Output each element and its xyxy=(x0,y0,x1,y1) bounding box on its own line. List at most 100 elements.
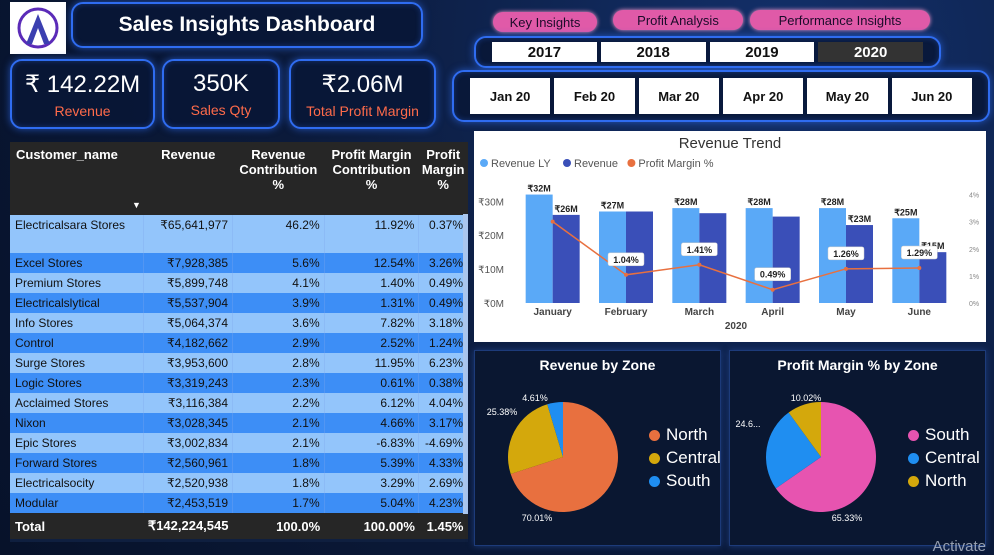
y-tick-label: ₹20M xyxy=(478,231,504,242)
table-cell: 3.9% xyxy=(232,293,325,313)
data-label: ₹25M xyxy=(894,207,917,217)
revenue-zone-pie: 70.01% 25.38% 4.61% xyxy=(487,393,618,523)
data-label: ₹27M xyxy=(601,201,624,211)
table-cell: 0.49% xyxy=(418,273,468,293)
bar-revenue-ly xyxy=(745,208,773,303)
table-row[interactable]: Premium Stores ₹5,899,748 4.1% 1.40% 0.49% xyxy=(10,273,468,293)
table-cell: 0.38% xyxy=(418,373,468,393)
col-header-revenue[interactable]: Revenue xyxy=(161,147,216,162)
line-label-bg xyxy=(827,246,865,261)
table-row[interactable]: Acclaimed Stores ₹3,116,384 2.2% 6.12% 4.04% xyxy=(10,393,468,413)
table-cell: 6.12% xyxy=(324,393,420,413)
x-tick-label: March xyxy=(685,307,714,318)
kpi-value: ₹ 142.22M xyxy=(24,70,141,98)
kpi-value: ₹2.06M xyxy=(321,70,404,98)
bar-revenue xyxy=(846,225,873,303)
legend-dot xyxy=(908,475,919,487)
profit-margin-point xyxy=(624,272,628,277)
x-tick-label: May xyxy=(836,307,856,318)
table-row[interactable]: Logic Stores ₹3,319,243 2.3% 0.61% 0.38% xyxy=(10,373,468,393)
year-option-2018[interactable]: 2018 xyxy=(600,42,706,62)
table-cell: 2.9% xyxy=(232,333,325,353)
kpi-label: Revenue xyxy=(54,102,111,119)
dashboard-title-box: Sales Insights Dashboard xyxy=(71,2,423,48)
kpi-profit-margin: ₹2.06M Total Profit Margin xyxy=(289,59,436,129)
table-cell: ₹3,953,600 xyxy=(143,353,233,373)
table-cell: 2.2% xyxy=(232,393,325,413)
table-cell: ₹2,453,519 xyxy=(143,493,233,513)
total-cell: 1.45% xyxy=(426,518,464,534)
pie-slice-label: 65.33% xyxy=(832,513,863,523)
nav-performance-insights[interactable]: Performance Insights xyxy=(750,10,930,30)
col-header-customer[interactable]: Customer_name ▼ xyxy=(16,147,141,210)
kpi-label: Total Profit Margin xyxy=(306,102,419,119)
legend-label: Revenue LY xyxy=(491,158,551,170)
table-cell: 7.82% xyxy=(324,313,420,333)
table-cell: 6.23% xyxy=(418,353,468,373)
month-option[interactable]: Feb 20 xyxy=(554,78,635,114)
line-label-bg xyxy=(681,242,718,257)
line-label-bg xyxy=(754,267,791,281)
table-row[interactable]: Epic Stores ₹3,002,834 2.1% -6.83% -4.69% xyxy=(10,433,468,453)
table-row[interactable]: Forward Stores ₹2,560,961 1.8% 5.39% 4.33% xyxy=(10,453,468,473)
table-row[interactable]: Electricalslytical ₹5,537,904 3.9% 1.31% 0.4… xyxy=(10,293,468,313)
profit-margin-point xyxy=(917,266,922,271)
x-tick-label: January xyxy=(533,307,572,318)
data-label: ₹28M xyxy=(674,197,697,207)
table-cell: 5.39% xyxy=(324,453,420,473)
data-label: ₹28M xyxy=(821,197,844,207)
table-row[interactable]: Nixon ₹3,028,345 2.1% 4.66% 3.17% xyxy=(10,413,468,433)
table-cell: Electricalslytical xyxy=(10,293,145,313)
bar-revenue xyxy=(699,213,727,303)
kpi-sales-qty: 350K Sales Qty xyxy=(162,59,280,129)
table-scrollbar[interactable] xyxy=(463,214,468,514)
table-cell: 2.8% xyxy=(232,353,325,373)
table-row[interactable]: Surge Stores ₹3,953,600 2.8% 11.95% 6.23% xyxy=(10,353,468,373)
line-label-bg xyxy=(901,245,938,260)
col-header-profit-contribution[interactable]: Profit Margin Contribution % xyxy=(331,147,412,192)
pie-slice xyxy=(508,404,563,474)
table-cell: 12.54% xyxy=(324,253,420,273)
table-row[interactable]: Modular ₹2,453,519 1.7% 5.04% 4.23% xyxy=(10,493,468,513)
month-slicer: Jan 20 Feb 20 Mar 20 Apr 20 May 20 Jun 2… xyxy=(452,70,990,122)
col-header-revenue-contribution[interactable]: Revenue Contribution % xyxy=(239,147,318,192)
year-option-2019[interactable]: 2019 xyxy=(709,42,815,62)
table-cell: -4.69% xyxy=(418,433,468,453)
year-slicer: 2017 2018 2019 2020 xyxy=(474,36,941,68)
table-row[interactable]: Excel Stores ₹7,928,385 5.6% 12.54% 3.26% xyxy=(10,253,468,273)
total-cell: 100.0% xyxy=(276,518,321,534)
table-row[interactable]: Electricalsocity ₹2,520,938 1.8% 3.29% 2.69% xyxy=(10,473,468,493)
data-label: ₹32M xyxy=(528,184,551,194)
table-cell: 5.6% xyxy=(232,253,325,273)
nav-profit-analysis[interactable]: Profit Analysis xyxy=(613,10,743,30)
table-cell: 4.66% xyxy=(324,413,420,433)
table-cell: 2.1% xyxy=(232,433,325,453)
year-option-2020[interactable]: 2020 xyxy=(818,42,923,62)
year-option-2017[interactable]: 2017 xyxy=(492,42,597,62)
table-row[interactable]: Info Stores ₹5,064,374 3.6% 7.82% 3.18% xyxy=(10,313,468,333)
table-row[interactable]: Control ₹4,182,662 2.9% 2.52% 1.24% xyxy=(10,333,468,353)
legend-item: South xyxy=(649,471,721,491)
month-option[interactable]: Jan 20 xyxy=(470,78,551,114)
legend-label: South xyxy=(666,471,711,490)
table-cell: 1.7% xyxy=(232,493,325,513)
pie-slice-label: 10.02% xyxy=(791,393,822,403)
legend-label: Central xyxy=(925,448,980,467)
legend-item: Central xyxy=(649,448,721,468)
pie-slice-label: 70.01% xyxy=(522,513,553,523)
table-cell: 2.69% xyxy=(418,473,468,493)
table-row[interactable]: Electricalsara Stores ₹65,641,977 46.2% 11.… xyxy=(10,215,468,253)
month-option[interactable]: May 20 xyxy=(807,78,888,114)
table-cell: 1.8% xyxy=(232,473,325,493)
pie-legend: South Central North xyxy=(908,425,980,494)
table-total-row: Total ₹142,224,545 100.0% 100.00% 1.45% xyxy=(10,513,468,539)
month-option[interactable]: Jun 20 xyxy=(891,78,972,114)
table-cell: 0.49% xyxy=(418,293,468,313)
data-label: ₹23M xyxy=(848,214,871,224)
nav-key-insights[interactable]: Key Insights xyxy=(493,12,597,32)
col-header-profit-margin[interactable]: Profit Margin % xyxy=(421,147,465,192)
line-label: 1.26% xyxy=(833,249,859,259)
month-option[interactable]: Apr 20 xyxy=(722,78,804,114)
month-option[interactable]: Mar 20 xyxy=(638,78,719,114)
kpi-value: 350K xyxy=(192,70,250,97)
